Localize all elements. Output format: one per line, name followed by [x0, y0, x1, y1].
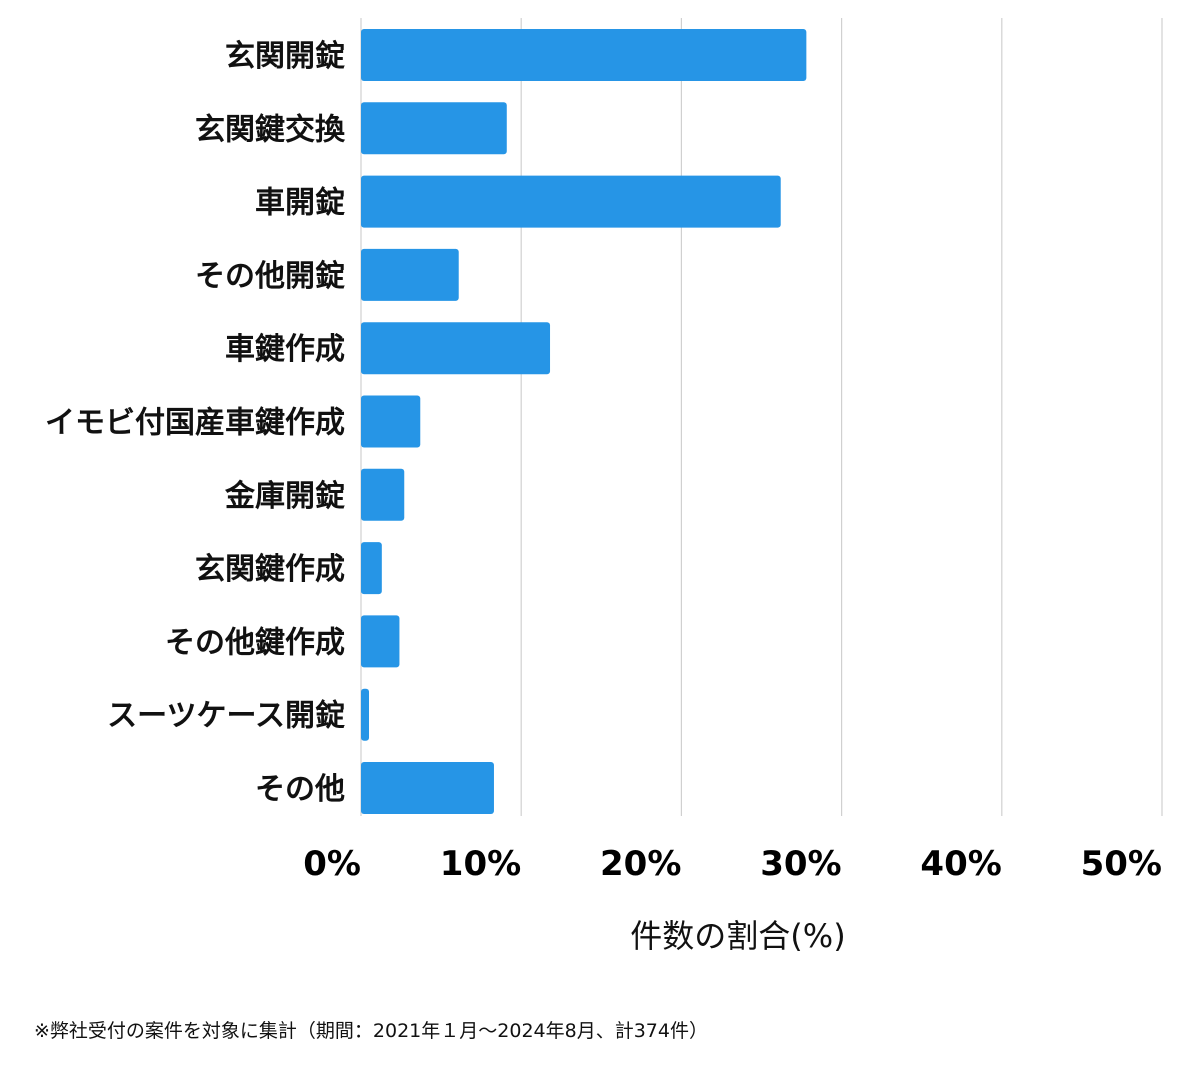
x-tick-label-10: 10%	[440, 844, 521, 884]
bar-9	[361, 688, 370, 741]
category-label-4: 車鍵作成	[225, 332, 345, 367]
x-tick-label-50: 50%	[1081, 844, 1162, 884]
gridlines	[360, 18, 1163, 816]
category-label-9: スーツケース開錠	[107, 699, 345, 734]
category-label-0: 玄関開錠	[225, 39, 345, 74]
category-label-1: 玄関鍵交換	[195, 112, 346, 147]
bar-6	[361, 468, 405, 521]
bar-10	[361, 762, 494, 814]
bar-0	[361, 29, 807, 81]
category-label-5: イモビ付国産車鍵作成	[45, 406, 345, 441]
x-tick-label-30: 30%	[760, 844, 841, 884]
x-tick-label-20: 20%	[600, 844, 681, 884]
x-tick-labels: 0% 10% 20% 30% 40% 50%	[303, 844, 1162, 884]
bars	[361, 29, 807, 814]
x-tick-label-40: 40%	[920, 844, 1001, 884]
category-labels: 玄関開錠玄関鍵交換車開錠その他開錠車鍵作成イモビ付国産車鍵作成金庫開錠玄関鍵作成…	[45, 39, 346, 807]
bar-2	[361, 175, 781, 228]
x-tick-label-0: 0%	[303, 844, 361, 884]
bar-8	[361, 615, 400, 668]
x-axis-title: 件数の割合(%)	[630, 917, 845, 955]
category-label-6: 金庫開錠	[224, 479, 345, 514]
category-label-10: その他	[255, 772, 345, 807]
bar-7	[361, 542, 382, 595]
category-label-3: その他開錠	[195, 259, 345, 294]
category-label-2: 車開錠	[255, 186, 345, 221]
bar-3	[361, 248, 459, 301]
bar-5	[361, 395, 421, 448]
bar-chart: 玄関開錠玄関鍵交換車開錠その他開錠車鍵作成イモビ付国産車鍵作成金庫開錠玄関鍵作成…	[45, 18, 1163, 955]
footnote: ※弊社受付の案件を対象に集計（期間：2021年１月～2024年8月、計374件）	[34, 1020, 708, 1042]
bar-1	[361, 102, 507, 155]
bar-4	[361, 322, 551, 375]
category-label-8: その他鍵作成	[165, 625, 345, 660]
category-label-7: 玄関鍵作成	[195, 552, 345, 587]
